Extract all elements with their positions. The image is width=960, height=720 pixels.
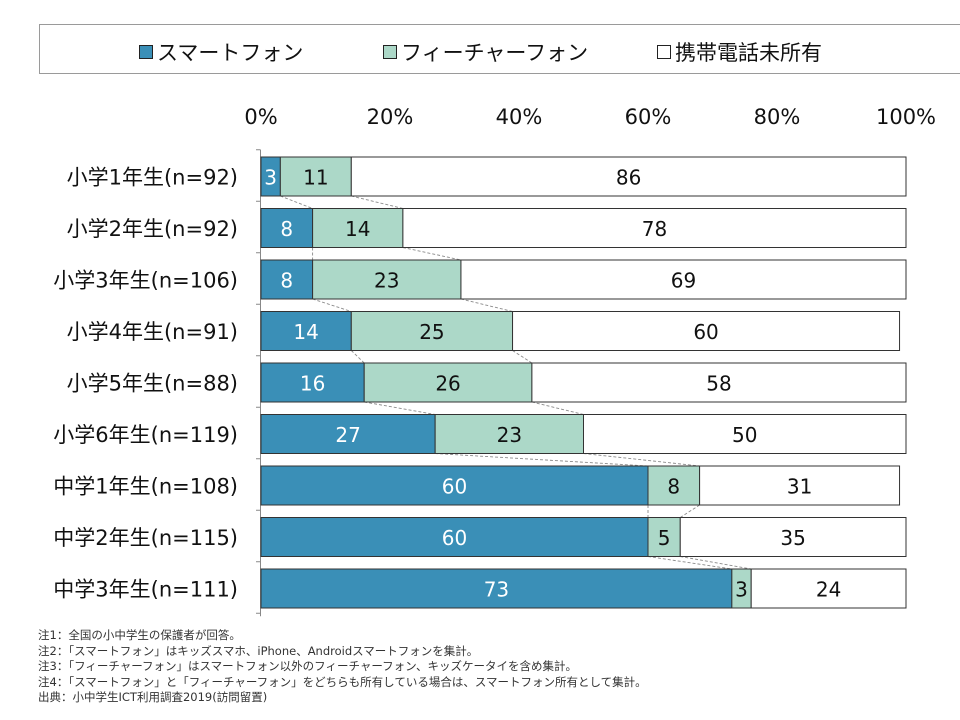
bar-segment-feature-phone	[350, 311, 514, 351]
series-connector-line	[364, 401, 436, 415]
series-connector-line	[680, 556, 752, 570]
bar-segment-feature-phone	[363, 362, 533, 403]
chart-notes: 注1：全国の小中学生の保護者が回答。 注2：「スマートフォン」はキッズスマホ、i…	[38, 628, 647, 706]
data-label: 24	[816, 578, 841, 602]
data-label: 27	[335, 423, 360, 447]
series-connector-line	[512, 350, 533, 364]
data-label: 8	[280, 269, 293, 293]
series-connector-line	[402, 247, 462, 261]
bar-segment-no-phone	[512, 311, 901, 351]
bar-segment-no-phone	[679, 517, 907, 557]
legend-label-no-phone: 携帯電話未所有	[675, 41, 822, 65]
bar-segment-feature-phone	[434, 414, 584, 454]
x-tick-label: 100%	[876, 105, 936, 129]
x-tick-label: 0%	[244, 105, 277, 129]
bar-segment-smartphone	[260, 517, 649, 557]
bar-segment-no-phone	[402, 208, 907, 248]
bar-segment-smartphone	[260, 414, 436, 454]
bar-segment-smartphone	[260, 568, 733, 609]
legend-swatch-feature-phone	[383, 45, 397, 59]
bar-segment-feature-phone	[312, 259, 462, 300]
series-connector-line	[647, 556, 732, 570]
legend-item-smartphone: スマートフォン	[139, 37, 303, 67]
data-label: 3	[264, 166, 277, 190]
note-4: 注4：「スマートフォン」と「フィーチャーフォン」をどちらも所有している場合は、ス…	[38, 674, 647, 689]
series-connector-line	[531, 401, 584, 415]
data-label: 60	[442, 475, 467, 499]
x-tick-label: 20%	[367, 105, 414, 129]
category-label: 中学1年生(n=108)	[53, 475, 238, 499]
data-label: 26	[435, 372, 460, 396]
note-1: 注1：全国の小中学生の保護者が回答。	[38, 628, 241, 642]
bar-segment-smartphone	[260, 311, 352, 351]
data-label: 50	[732, 423, 757, 447]
x-tick-label: 40%	[496, 105, 543, 129]
data-label: 23	[374, 269, 399, 293]
bar-segment-no-phone	[350, 156, 907, 197]
data-label: 11	[303, 166, 328, 190]
x-tick-label: 60%	[625, 105, 672, 129]
legend-item-no-phone: 携帯電話未所有	[657, 37, 822, 67]
data-label: 60	[442, 526, 467, 550]
data-label: 25	[419, 320, 444, 344]
data-label: 3	[735, 578, 748, 602]
bar-segment-feature-phone	[312, 208, 404, 248]
data-label: 31	[787, 475, 812, 499]
category-label: 小学2年生(n=92)	[67, 217, 238, 241]
bar-segment-smartphone	[260, 465, 649, 506]
x-tick-label: 80%	[754, 105, 801, 129]
bar-segment-no-phone	[583, 414, 907, 454]
chart-legend: スマートフォン フィーチャーフォン 携帯電話未所有	[39, 24, 960, 74]
category-label: 小学6年生(n=119)	[53, 423, 238, 447]
note-2: 注2：「スマートフォン」はキッズスマホ、iPhone、Androidスマートフォ…	[38, 643, 479, 658]
category-label: 小学5年生(n=88)	[67, 372, 238, 396]
data-label: 5	[658, 526, 671, 550]
series-connector-line	[583, 453, 700, 467]
bar-segment-no-phone	[750, 568, 907, 609]
data-label: 16	[300, 372, 325, 396]
series-connector-line	[280, 195, 313, 209]
legend-label-smartphone: スマートフォン	[157, 41, 304, 65]
series-connector-line	[435, 453, 649, 467]
data-label: 8	[667, 475, 680, 499]
legend-item-feature-phone: フィーチャーフォン	[383, 37, 588, 67]
stacked-bar-chart: 0% 20% 40% 60% 80% 100% 小学1年生(n=92) 3 11 86 小学2年生(…	[53, 105, 936, 617]
series-connector-line	[460, 298, 513, 312]
legend-swatch-no-phone	[657, 45, 671, 59]
category-label: 小学1年生(n=92)	[67, 166, 238, 190]
data-label: 86	[616, 166, 641, 190]
data-label: 60	[693, 320, 718, 344]
data-label: 78	[642, 217, 667, 241]
bar-segment-feature-phone	[647, 465, 701, 506]
data-label: 23	[497, 423, 522, 447]
legend-swatch-smartphone	[139, 45, 153, 59]
legend-label-feature-phone: フィーチャーフォン	[401, 41, 589, 65]
bar-segment-smartphone	[260, 208, 314, 248]
data-label: 58	[706, 372, 731, 396]
data-label: 35	[780, 526, 805, 550]
series-connector-line	[351, 195, 404, 209]
bar-segment-feature-phone	[279, 156, 352, 197]
bar-segment-smartphone	[260, 362, 365, 403]
data-label: 14	[293, 320, 318, 344]
note-3: 注3：「フィーチャーフォン」はスマートフォン以外のフィーチャーフォン、キッズケー…	[38, 659, 577, 674]
data-label: 73	[484, 578, 509, 602]
bar-segment-no-phone	[460, 259, 907, 300]
bar-segment-no-phone	[699, 465, 901, 506]
category-label: 中学2年生(n=115)	[53, 526, 238, 550]
category-label: 小学4年生(n=91)	[67, 320, 238, 344]
series-connector-line	[680, 504, 700, 518]
source-note: 出典：小中学生ICT利用調査2019(訪問留置)	[38, 690, 268, 705]
data-label: 69	[671, 269, 696, 293]
data-label: 8	[280, 217, 293, 241]
category-label: 中学3年生(n=111)	[53, 578, 238, 602]
category-label: 小学3年生(n=106)	[53, 269, 238, 293]
data-label: 14	[345, 217, 370, 241]
series-connector-line	[312, 298, 352, 312]
series-connector-line	[350, 350, 365, 364]
bar-segment-no-phone	[531, 362, 907, 403]
